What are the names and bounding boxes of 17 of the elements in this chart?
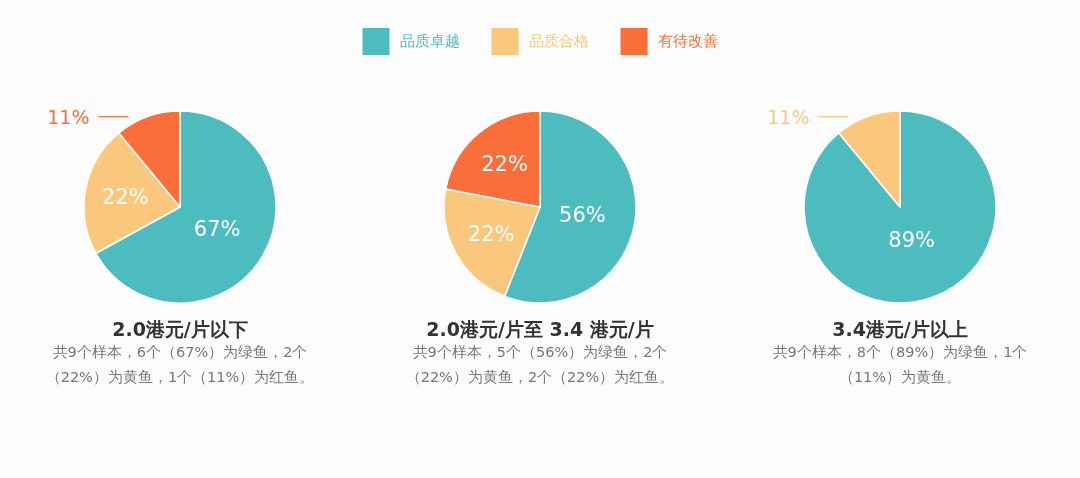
title: 2.0港元/片至 3.4 港元/片 <box>425 317 655 342</box>
annotation: 共9个样本，6个（67%）为绿鱼，2个（22%）为黄鱼，1个（11%）为红鱼。 <box>44 343 316 387</box>
legend-label: 品质合格 <box>528 32 589 51</box>
data-label: 67% <box>193 217 241 241</box>
data-label: 22% <box>481 152 528 177</box>
legend-label: 有待改善 <box>657 32 718 51</box>
annotation: 共9个样本，5个（56%）为绿鱼，2个（22%）为黄鱼，2个（22%）为红鱼。 <box>404 343 676 387</box>
data-label: 56% <box>559 203 606 228</box>
title: 3.4港元/片以上 <box>831 317 969 342</box>
title: 2.0港元/片以下 <box>111 317 249 342</box>
data-label: 22% <box>101 184 149 209</box>
annotation: 共9个样本，8个（89%）为绿鱼，1个（11%）为黄鱼。 <box>771 343 1029 387</box>
data-label: 89% <box>888 227 936 252</box>
data-label: 22% <box>467 221 515 246</box>
data-label: 11% <box>47 105 90 128</box>
data-label: 11% <box>767 105 810 128</box>
legend-label: 品质卓越 <box>399 32 460 51</box>
